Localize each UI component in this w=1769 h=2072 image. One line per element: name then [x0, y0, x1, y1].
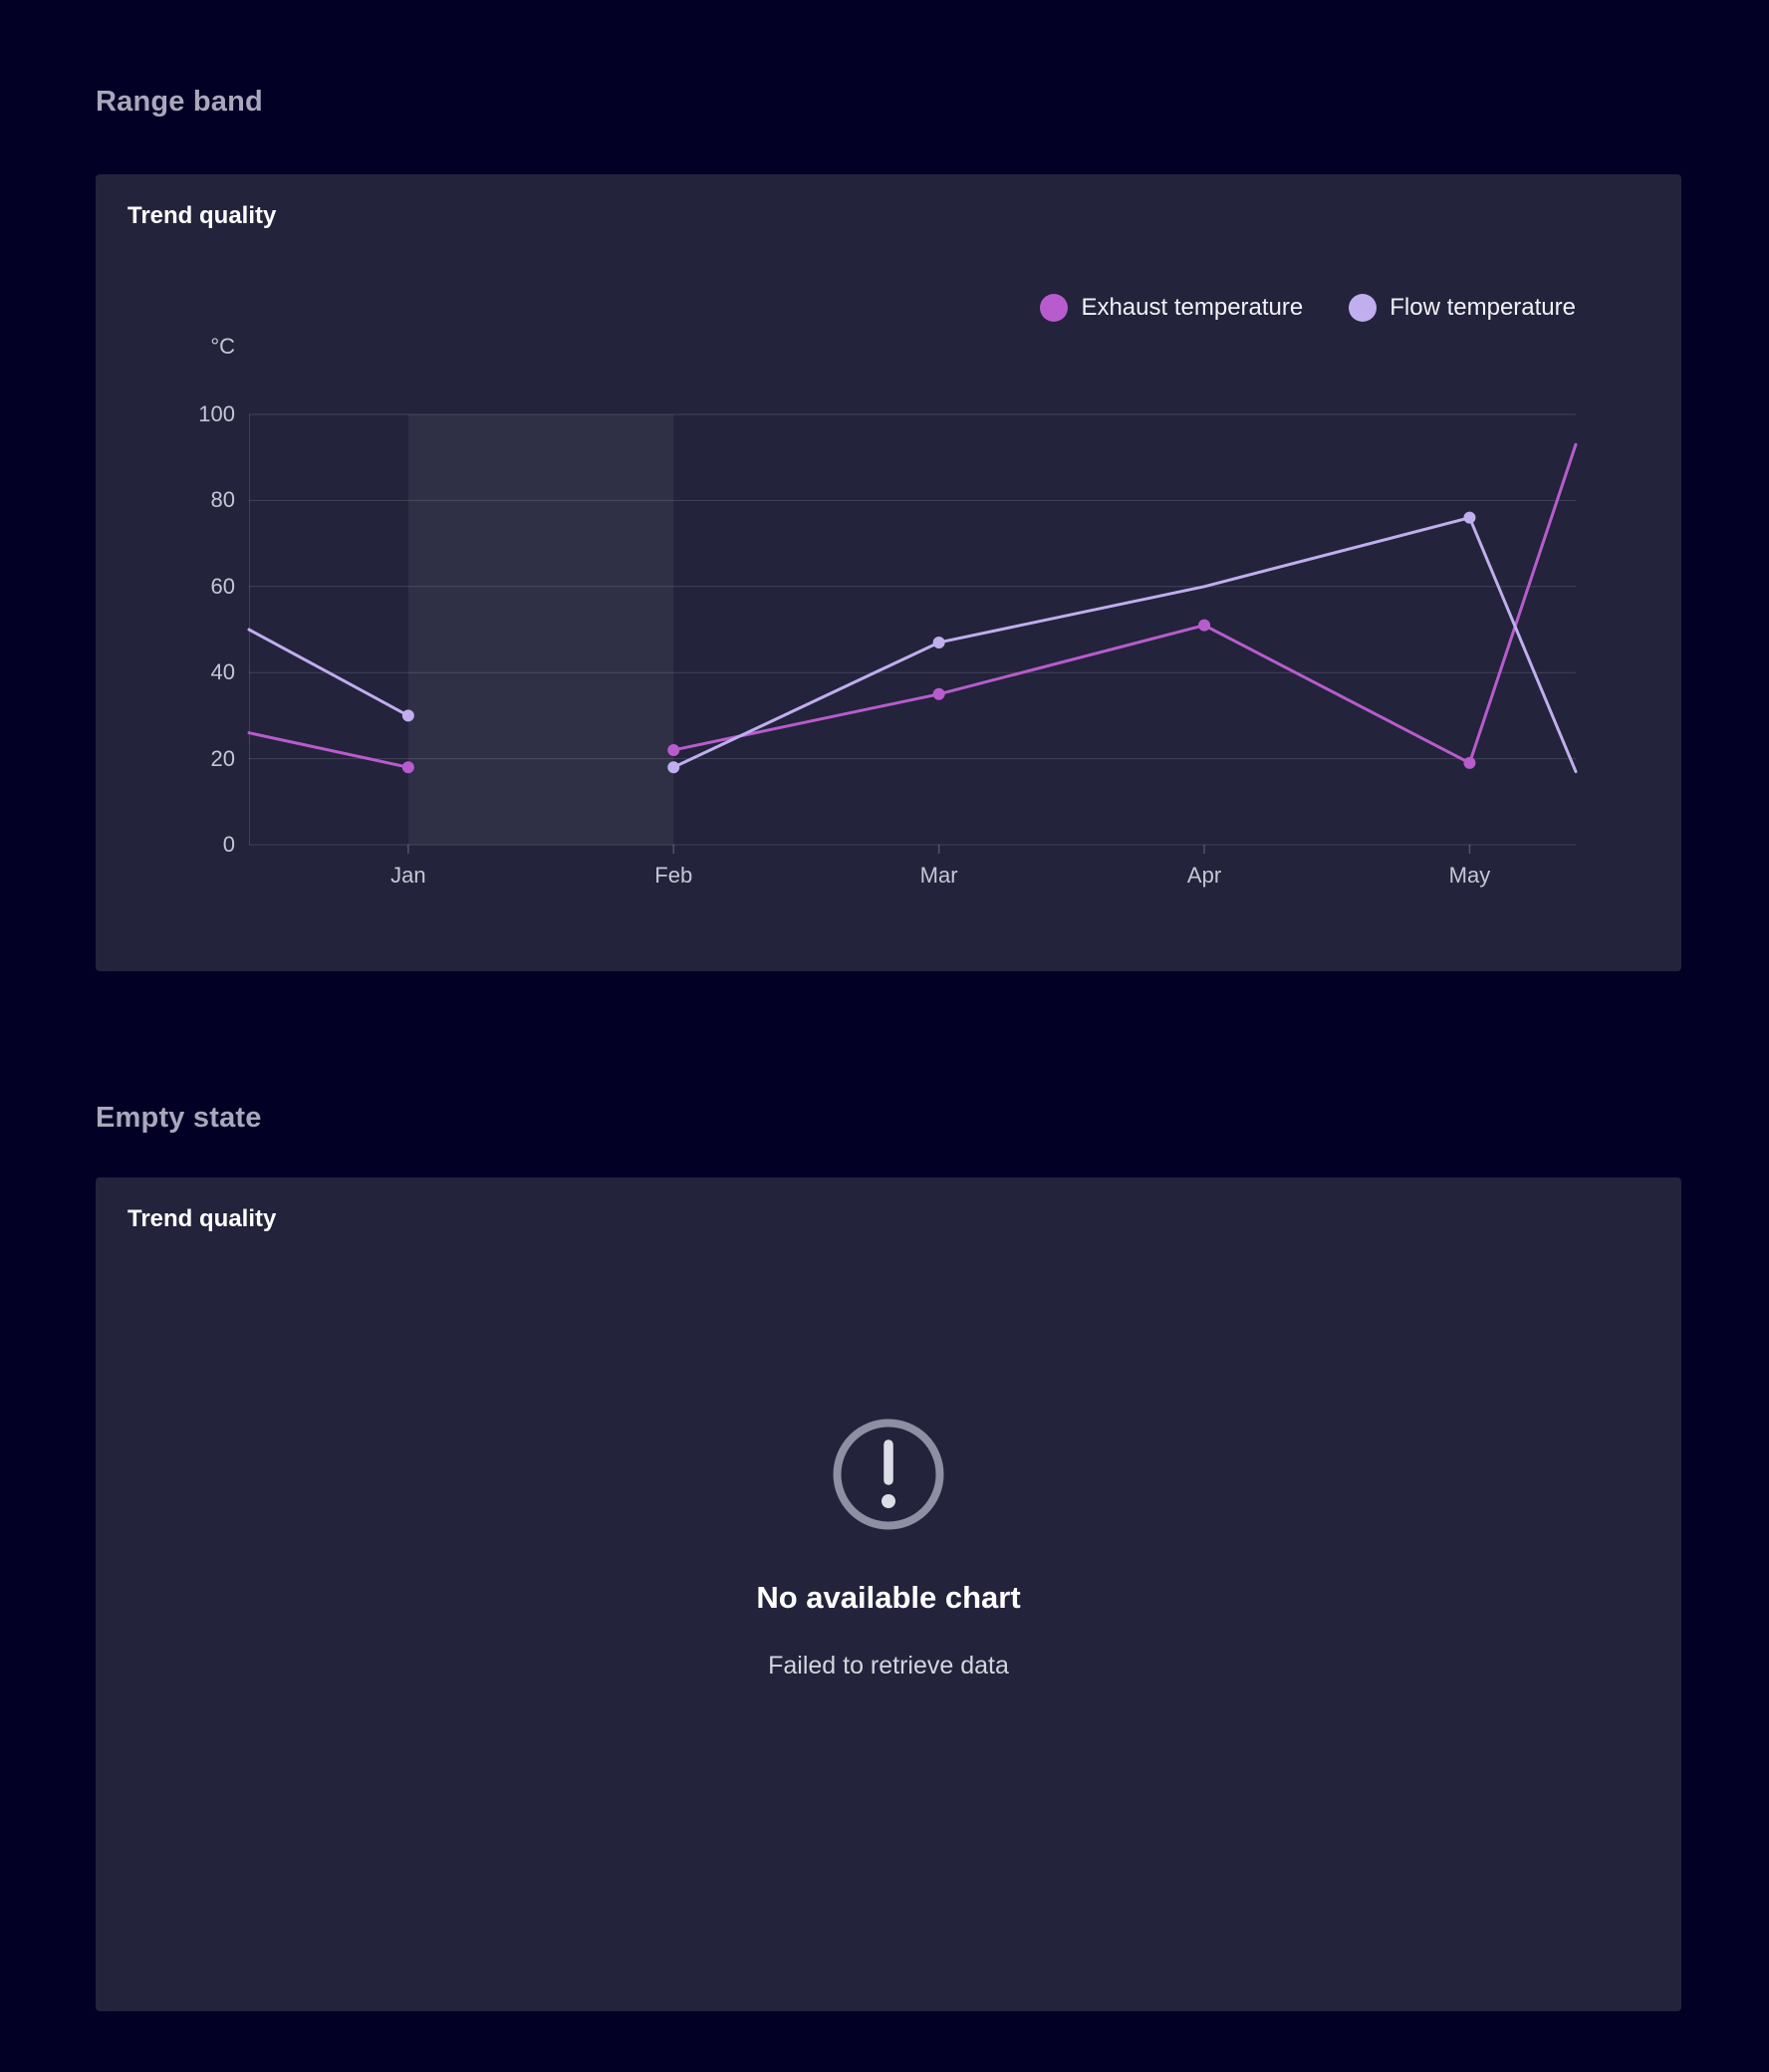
section-heading-empty-state: Empty state	[96, 1102, 262, 1134]
legend-item-exhaust-temperature[interactable]: Exhaust temperature	[1040, 294, 1303, 322]
x-tick-label: May	[1448, 863, 1491, 888]
range-band-chart-card: Trend quality Exhaust temperature Flow t…	[96, 174, 1681, 971]
y-tick-label: 60	[210, 573, 235, 599]
legend-dot-icon	[1349, 294, 1378, 322]
data-point-marker	[1463, 756, 1476, 769]
x-tick-label: Mar	[919, 863, 958, 888]
y-axis-unit-label: °C	[210, 334, 235, 359]
y-tick-label: 20	[210, 745, 235, 771]
trend-quality-plot	[247, 413, 1578, 854]
empty-state-heading: No available chart	[756, 1580, 1021, 1615]
series-line	[671, 516, 1578, 774]
section-heading-range-band: Range band	[96, 86, 263, 118]
x-tick-label: Jan	[390, 863, 426, 888]
exclamation-circle-icon	[833, 1419, 944, 1530]
series-line	[247, 731, 410, 769]
y-tick-label: 40	[210, 659, 235, 685]
legend-label: Exhaust temperature	[1081, 294, 1304, 321]
chart-legend: Exhaust temperature Flow temperature	[1040, 294, 1576, 322]
data-point-marker	[932, 636, 945, 648]
data-point-marker	[667, 743, 680, 756]
data-point-marker	[401, 761, 414, 774]
chart-card-title: Trend quality	[127, 1205, 277, 1232]
x-tick-label: Apr	[1186, 863, 1222, 888]
range-band	[407, 414, 674, 845]
legend-label: Flow temperature	[1390, 294, 1576, 321]
trend-quality-plot-svg	[247, 413, 1578, 854]
chart-card-title: Trend quality	[127, 202, 277, 229]
data-point-marker	[1198, 619, 1211, 632]
y-tick-label: 100	[198, 401, 235, 426]
series-line	[247, 628, 410, 717]
data-point-marker	[401, 709, 414, 722]
legend-dot-icon	[1040, 294, 1069, 322]
data-point-marker	[932, 687, 945, 700]
empty-state-message: Failed to retrieve data	[768, 1652, 1009, 1680]
x-tick-label: Feb	[654, 863, 693, 888]
data-point-marker	[667, 761, 680, 774]
y-tick-label: 80	[210, 487, 235, 513]
y-tick-label: 0	[222, 832, 235, 857]
data-point-marker	[1463, 511, 1476, 524]
legend-item-flow-temperature[interactable]: Flow temperature	[1349, 294, 1576, 322]
empty-state-chart-card: Trend quality No available chart Failed …	[96, 1177, 1681, 2011]
